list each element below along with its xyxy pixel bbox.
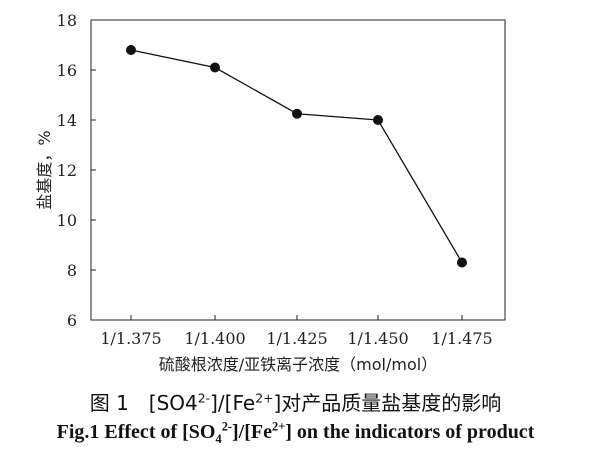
y-axis-title: 盐基度，% bbox=[35, 130, 54, 209]
plot-frame bbox=[90, 19, 506, 321]
y-tick-label: 8 bbox=[67, 261, 77, 280]
y-tick-label: 18 bbox=[57, 11, 77, 30]
caption-en-suffix: ] on the indicators of product bbox=[285, 421, 535, 443]
series-line bbox=[130, 49, 463, 263]
x-tick-label: 1/1.450 bbox=[347, 329, 408, 348]
line-chart: 6 8 10 12 14 16 18 1/1.375 1/1.400 1/1.425 1/1.45… bbox=[35, 11, 506, 374]
data-point-3 bbox=[292, 108, 302, 119]
figure-caption-english: Fig.1 Effect of [SO42-]/[Fe2+] on the in… bbox=[0, 419, 591, 446]
x-tick-label: 1/1.475 bbox=[431, 329, 492, 348]
x-axis-title: 硫酸根浓度/亚铁离子浓度（mol/mol） bbox=[159, 355, 437, 374]
caption-cn-mid: ]/[Fe bbox=[210, 391, 256, 415]
y-tick-label: 12 bbox=[57, 161, 77, 180]
caption-cn-prefix: 图 1 [SO4 bbox=[89, 391, 198, 415]
data-point-2 bbox=[210, 62, 220, 73]
caption-en-sulfate-charge: 2- bbox=[221, 419, 233, 434]
y-tick-label: 10 bbox=[57, 211, 77, 230]
y-tick-label: 16 bbox=[57, 61, 77, 80]
caption-cn-suffix: ]对产品质量盐基度的影响 bbox=[273, 391, 502, 415]
y-tick-label: 14 bbox=[57, 111, 77, 130]
caption-en-prefix: Fig.1 Effect of [SO bbox=[56, 421, 216, 443]
caption-en-sulfate-subscript: 4 bbox=[215, 432, 222, 446]
caption-en-mid: ]/[Fe bbox=[232, 421, 272, 443]
caption-cn-iron-charge: 2+ bbox=[255, 390, 274, 406]
caption-en-iron-charge: 2+ bbox=[272, 419, 286, 434]
x-tick-label: 1/1.425 bbox=[266, 329, 327, 348]
caption-cn-sulfate-charge: 2- bbox=[197, 390, 211, 406]
y-tick-label: 6 bbox=[67, 311, 77, 330]
data-point-5 bbox=[457, 257, 467, 268]
x-tick-label: 1/1.400 bbox=[184, 329, 245, 348]
x-tick-label: 1/1.375 bbox=[100, 329, 161, 348]
figure-caption-chinese: 图 1 [SO42-]/[Fe2+]对产品质量盐基度的影响 bbox=[0, 387, 591, 416]
data-point-1 bbox=[126, 45, 136, 55]
data-point-4 bbox=[373, 115, 383, 125]
